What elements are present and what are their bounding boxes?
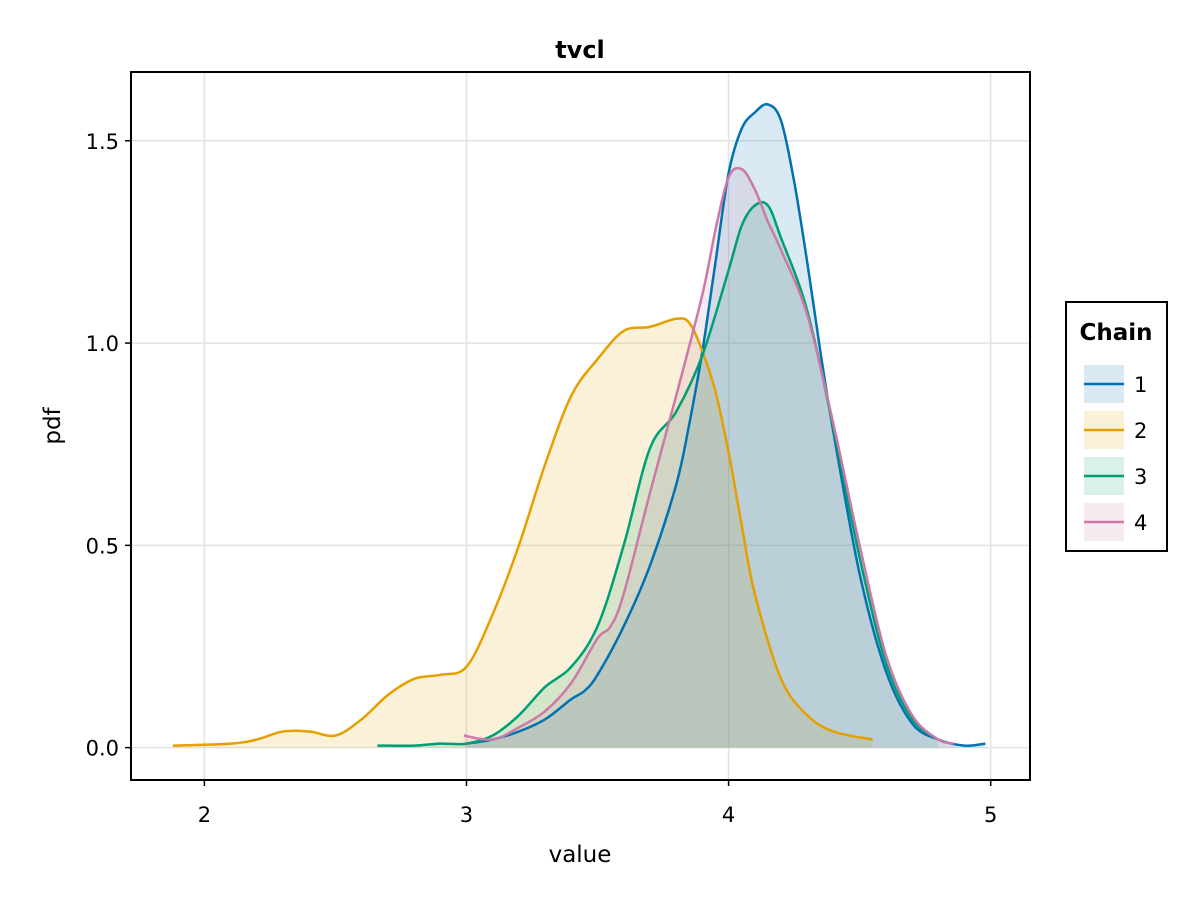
plot-frame — [130, 71, 1031, 781]
density-line-chain-4 — [463, 166, 955, 745]
legend-title: Chain — [1079, 320, 1152, 346]
x-tick-label: 3 — [460, 803, 473, 827]
legend-box — [1065, 301, 1168, 552]
grid — [131, 72, 1030, 780]
legend-item-chain-4: 4 — [1084, 503, 1147, 541]
y-axis-ticks: 0.0 0.5 1.0 1.5 — [86, 130, 131, 761]
y-tick-label: 1.0 — [86, 332, 119, 356]
legend: Chain 1 2 3 4 — [1065, 301, 1168, 552]
legend-items: 1 2 3 4 — [1084, 365, 1147, 541]
x-tick-label: 4 — [722, 803, 735, 827]
y-tick-label: 1.5 — [86, 130, 119, 154]
y-tick-label: 0.0 — [86, 737, 119, 761]
density-fills — [172, 104, 986, 748]
density-lines — [172, 102, 986, 747]
legend-label: 2 — [1134, 419, 1147, 443]
legend-label: 1 — [1134, 373, 1147, 397]
x-tick-label: 5 — [984, 803, 997, 827]
density-line-chain-2 — [172, 317, 873, 747]
density-line-chain-1 — [466, 102, 986, 747]
density-line-chain-3 — [377, 200, 940, 747]
chart-title: tvcl — [555, 36, 605, 64]
density-fill-chain-2 — [172, 318, 873, 748]
x-axis-ticks: 2 3 4 5 — [198, 780, 997, 827]
legend-item-chain-1: 1 — [1084, 365, 1147, 403]
density-fill-chain-3 — [377, 202, 939, 748]
density-fill-chain-4 — [463, 168, 954, 748]
legend-item-chain-2: 2 — [1084, 411, 1147, 449]
x-tick-label: 2 — [198, 803, 211, 827]
density-fill-chain-1 — [466, 104, 986, 748]
legend-label: 3 — [1134, 465, 1147, 489]
y-tick-label: 0.5 — [86, 534, 119, 558]
legend-label: 4 — [1134, 511, 1147, 535]
y-axis-label: pdf — [40, 406, 66, 444]
x-axis-label: value — [549, 842, 612, 868]
legend-item-chain-3: 3 — [1084, 457, 1147, 495]
